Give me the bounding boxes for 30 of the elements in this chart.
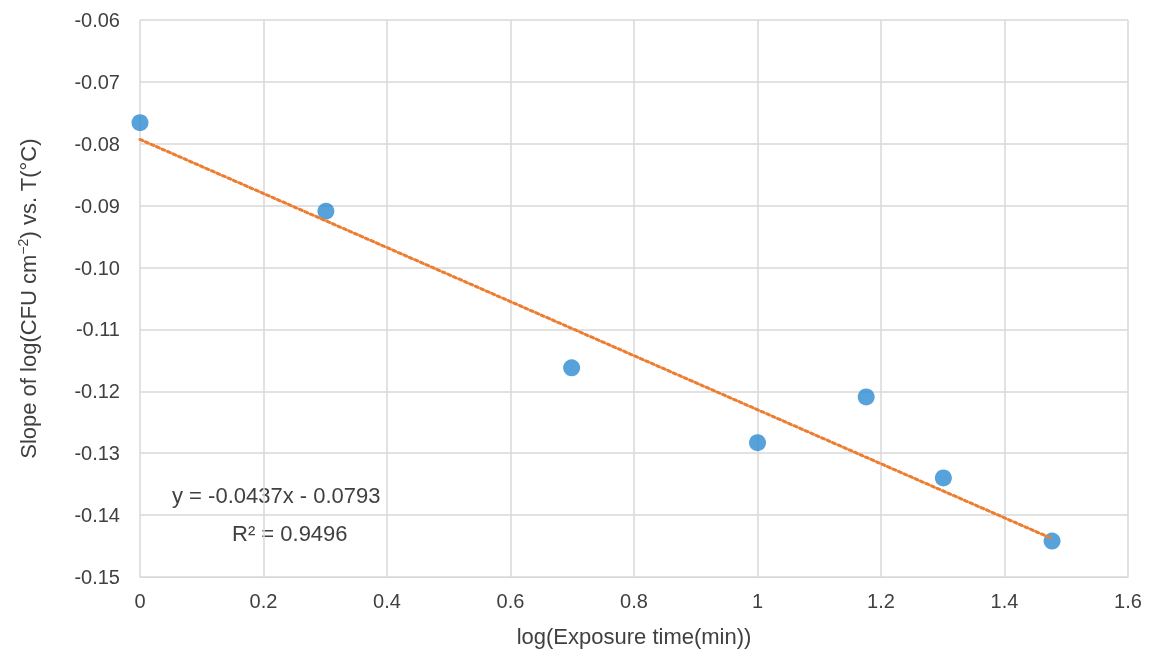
x-tick-label: 1.6 [1114, 590, 1142, 612]
x-tick-label: 0.6 [496, 590, 525, 612]
y-tick-label: -0.08 [74, 132, 120, 155]
y-tick-label: -0.07 [74, 70, 120, 93]
y-tick-label: -0.10 [74, 256, 120, 279]
x-tick-label: 1.4 [990, 590, 1019, 612]
point [749, 434, 766, 452]
point [934, 469, 952, 487]
y-tick-label: -0.12 [74, 380, 120, 403]
y-tick-label: -0.14 [74, 504, 120, 527]
point [131, 114, 149, 132]
annotation: R² = 0.9496 [232, 520, 348, 546]
x-tick-label: 0.2 [249, 590, 278, 612]
y-tick-label: -0.09 [74, 194, 120, 217]
x-tick-label: 1.2 [867, 590, 895, 612]
x-axis-title: log(Exposure time(min)) [516, 623, 752, 649]
y-axis-title: Slope of log(CFU cm−2) vs. T(°C) [15, 138, 41, 459]
x-tick-label: 0.4 [373, 590, 401, 612]
y-tick-label: -0.06 [74, 9, 120, 31]
point [563, 359, 581, 377]
point [1043, 532, 1061, 550]
x-tick-label: 1 [751, 590, 764, 612]
point [317, 202, 335, 220]
x-tick-label: 0 [134, 590, 146, 612]
x-tick-label: 0.8 [620, 590, 648, 612]
y-tick-label: -0.13 [74, 442, 120, 465]
y-tick-label: -0.11 [75, 318, 120, 341]
annotation: y = -0.0437x - 0.0793 [172, 482, 381, 508]
point [857, 388, 875, 406]
y-tick-label: -0.15 [74, 566, 120, 588]
